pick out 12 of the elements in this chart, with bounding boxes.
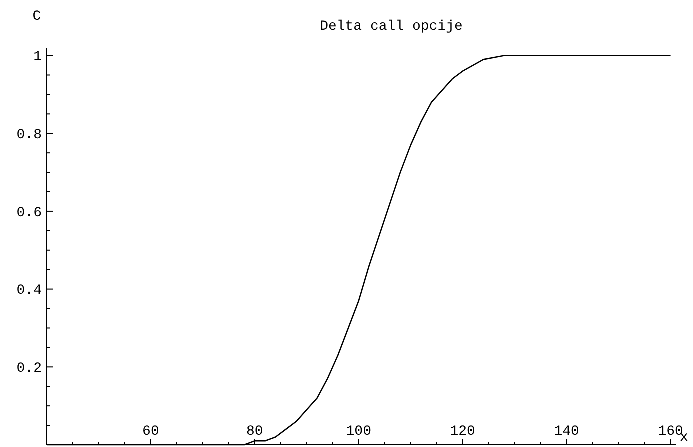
x-tick-label: 120 bbox=[450, 424, 476, 440]
chart-title: Delta call opcije bbox=[320, 19, 463, 35]
y-tick-label: 0.6 bbox=[16, 205, 42, 222]
y-tick-label: 1 bbox=[34, 50, 42, 66]
y-tick-label: 0.8 bbox=[16, 128, 42, 144]
y-tick-label: 0.2 bbox=[16, 361, 42, 378]
y-axis-title: C bbox=[32, 9, 42, 25]
x-tick-label: 80 bbox=[246, 424, 264, 440]
x-tick-label: 140 bbox=[554, 424, 580, 440]
y-tick-label: 0.4 bbox=[16, 283, 42, 300]
x-tick-label: 100 bbox=[346, 424, 372, 440]
x-tick-label: 60 bbox=[142, 424, 160, 440]
